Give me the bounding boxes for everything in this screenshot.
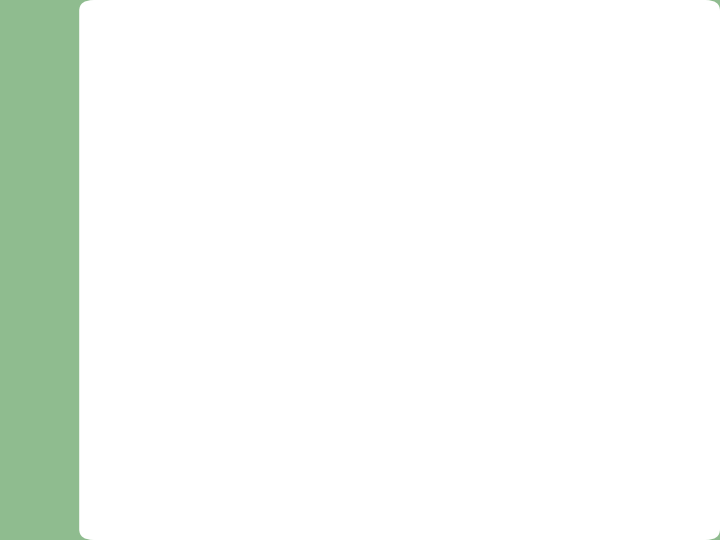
Text: SS: SS (259, 233, 281, 247)
Text: 6: 6 (554, 233, 564, 247)
Bar (90, 135, 635, 155)
Text: 2: 2 (554, 347, 564, 361)
Text: S+s+: S+s+ (127, 271, 173, 286)
Text: U antigen is a high incident antigen: U antigen is a high incident antigen (112, 395, 379, 410)
Text: s: s (272, 347, 282, 361)
Text: 45: 45 (395, 308, 417, 323)
Text: Ss: Ss (260, 271, 280, 286)
Text: Blacks: Blacks (532, 199, 585, 214)
Text: Phenotype: Phenotype (104, 166, 196, 181)
Text: S-s-: S-s- (134, 347, 166, 361)
Text: 24: 24 (548, 271, 570, 286)
Text: S-s+: S-s+ (130, 308, 169, 323)
Text: •: • (98, 395, 108, 413)
Text: 68: 68 (548, 308, 570, 323)
Text: Individuals who lack this antigen (<1%) have a high likelihood of forming
anti-U: Individuals who lack this antigen (<1%) … (112, 447, 649, 480)
Text: •: • (98, 447, 108, 465)
Bar (90, 155, 635, 373)
Text: Caucasians: Caucasians (360, 199, 452, 214)
Text: NOT: NOT (345, 395, 380, 410)
Text: 44: 44 (395, 271, 417, 286)
Text: Genotype: Genotype (228, 166, 311, 181)
Text: S: S (251, 347, 261, 361)
Text: seen in individuals who lack: seen in individuals who lack (364, 395, 575, 410)
Text: 0: 0 (401, 347, 411, 361)
Text: S+s-: S+s- (130, 233, 169, 247)
Text: Ss Genotypes & Phenotypes: Ss Genotypes & Phenotypes (105, 70, 577, 100)
Text: u: u (259, 342, 266, 352)
Text: Frequency %: Frequency % (428, 166, 537, 181)
Text: 11: 11 (395, 233, 417, 247)
Text: ss: ss (261, 308, 279, 323)
Text: both S and s antigens.: both S and s antigens. (112, 412, 277, 427)
Text: u: u (280, 342, 287, 352)
Text: U antigen is a high incident antigen NOT seen in individuals who lack
both S and: U antigen is a high incident antigen NOT… (112, 395, 621, 427)
